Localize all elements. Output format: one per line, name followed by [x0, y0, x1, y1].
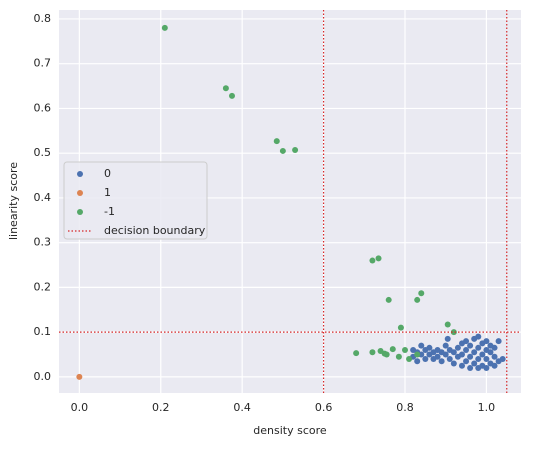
- point: [446, 355, 453, 362]
- y-tick-label: 0.5: [34, 146, 52, 159]
- point: [475, 344, 482, 351]
- point: [383, 351, 390, 358]
- point: [161, 24, 168, 31]
- point: [418, 290, 425, 297]
- point: [487, 349, 494, 356]
- x-tick-label: 1.0: [478, 401, 496, 414]
- y-tick-label: 0.4: [34, 191, 52, 204]
- y-tick-label: 0.7: [34, 57, 52, 70]
- point: [467, 342, 474, 349]
- point: [414, 358, 421, 365]
- point: [467, 364, 474, 371]
- legend-marker: [77, 209, 83, 215]
- point: [414, 296, 421, 303]
- point: [397, 324, 404, 331]
- x-tick-label: 0.8: [396, 401, 414, 414]
- point: [475, 333, 482, 340]
- point: [414, 351, 421, 358]
- point: [444, 321, 451, 328]
- point: [369, 257, 376, 264]
- point: [375, 255, 382, 262]
- x-axis-label: density score: [253, 424, 327, 437]
- y-tick-label: 0.0: [34, 370, 52, 383]
- point: [454, 344, 461, 351]
- point: [442, 342, 449, 349]
- point: [450, 360, 457, 367]
- y-tick-label: 0.6: [34, 101, 52, 114]
- point: [475, 355, 482, 362]
- x-tick-label: 0.6: [315, 401, 333, 414]
- point: [491, 344, 498, 351]
- x-tick-label: 0.0: [71, 401, 89, 414]
- y-tick-label: 0.2: [34, 280, 52, 293]
- point: [434, 353, 441, 360]
- point: [463, 358, 470, 365]
- point: [401, 347, 408, 354]
- point: [228, 92, 235, 99]
- point: [222, 85, 229, 92]
- x-tick-label: 0.2: [152, 401, 170, 414]
- y-axis-label: linearity score: [7, 162, 20, 240]
- point: [406, 355, 413, 362]
- point: [279, 147, 286, 154]
- point: [76, 373, 83, 380]
- point: [483, 364, 490, 371]
- legend-label: 1: [104, 186, 111, 199]
- point: [479, 351, 486, 358]
- point: [273, 138, 280, 145]
- point: [450, 329, 457, 336]
- x-tick-label: 0.4: [233, 401, 251, 414]
- legend-label: 0: [104, 167, 111, 180]
- point: [471, 360, 478, 367]
- point: [444, 335, 451, 342]
- point: [418, 342, 425, 349]
- legend-box: [63, 161, 208, 240]
- point: [491, 353, 498, 360]
- point: [385, 296, 392, 303]
- point: [450, 349, 457, 356]
- point: [458, 351, 465, 358]
- point: [458, 362, 465, 369]
- point: [442, 351, 449, 358]
- point: [395, 353, 402, 360]
- point: [463, 338, 470, 345]
- legend-label: -1: [104, 205, 115, 218]
- point: [467, 353, 474, 360]
- point: [353, 350, 360, 357]
- point: [499, 355, 506, 362]
- legend-marker: [77, 190, 83, 196]
- y-tick-label: 0.1: [34, 325, 52, 338]
- point: [463, 347, 470, 354]
- point: [369, 349, 376, 356]
- point: [471, 349, 478, 356]
- y-tick-label: 0.8: [34, 12, 52, 25]
- point: [426, 344, 433, 351]
- point: [483, 338, 490, 345]
- point: [495, 338, 502, 345]
- legend-label: decision boundary: [104, 224, 206, 237]
- point: [438, 358, 445, 365]
- point: [292, 147, 299, 154]
- legend-marker: [77, 171, 83, 177]
- y-tick-label: 0.3: [34, 236, 52, 249]
- point: [422, 355, 429, 362]
- point: [491, 362, 498, 369]
- point: [483, 355, 490, 362]
- point: [389, 346, 396, 353]
